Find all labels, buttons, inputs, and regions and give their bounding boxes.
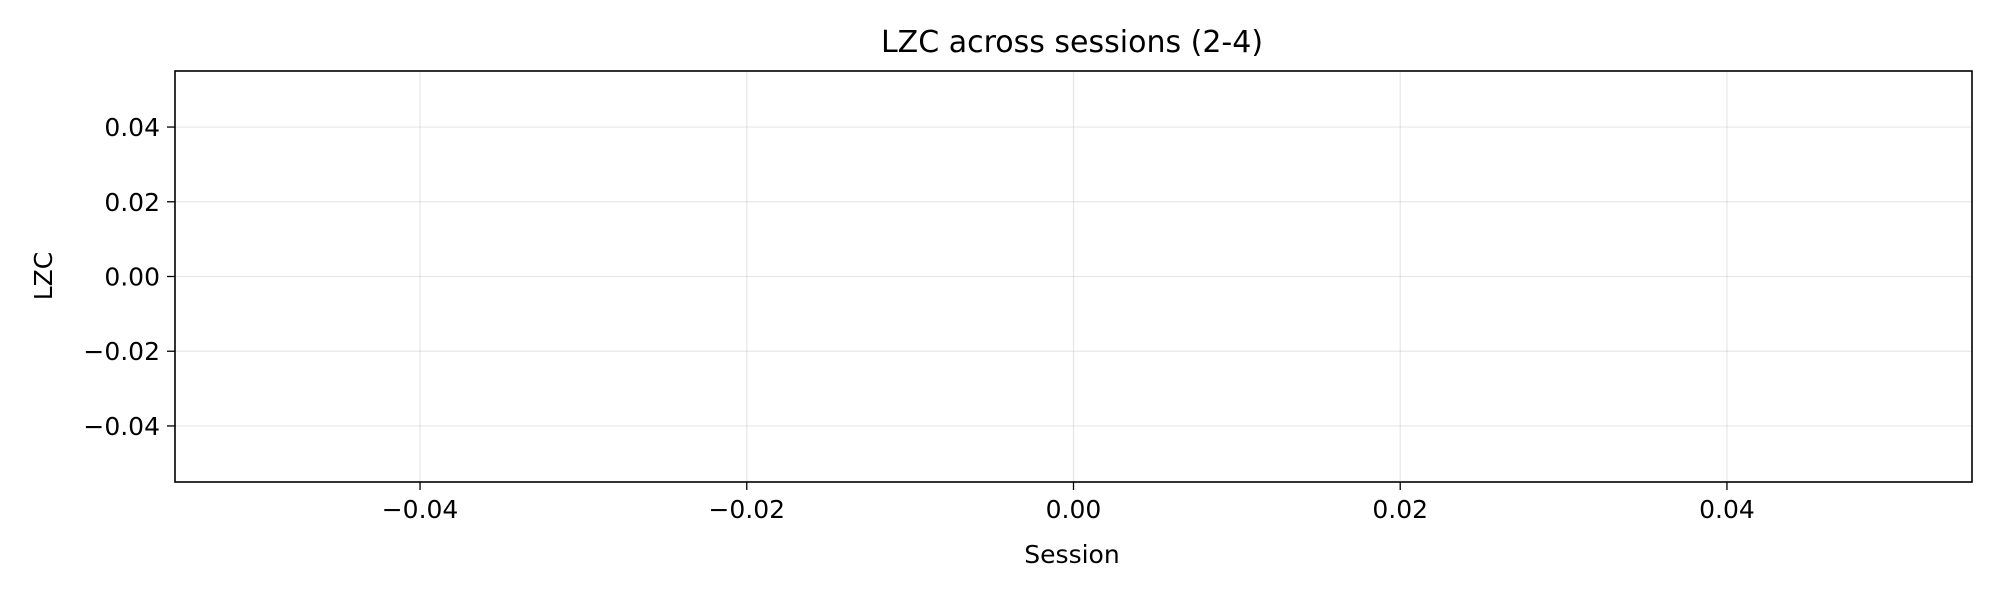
y-axis-ticks: −0.04 −0.02 0.00 0.02 0.04 — [83, 113, 175, 441]
grid-lines — [175, 71, 1972, 482]
chart-title: LZC across sessions (2-4) — [881, 25, 1263, 60]
y-tick-label: 0.04 — [104, 113, 160, 142]
x-axis-label: Session — [1024, 540, 1119, 569]
x-tick-label: 0.00 — [1046, 495, 1102, 524]
x-tick-label: 0.02 — [1372, 495, 1428, 524]
y-tick-label: −0.02 — [83, 337, 160, 366]
x-tick-label: 0.04 — [1699, 495, 1755, 524]
y-tick-label: 0.02 — [104, 188, 160, 217]
x-axis-ticks: −0.04 −0.02 0.00 0.02 0.04 — [382, 482, 1755, 524]
y-axis-label: LZC — [29, 252, 58, 301]
x-tick-label: −0.04 — [382, 495, 459, 524]
y-tick-label: −0.04 — [83, 412, 160, 441]
x-tick-label: −0.02 — [708, 495, 785, 524]
y-tick-label: 0.00 — [104, 263, 160, 292]
